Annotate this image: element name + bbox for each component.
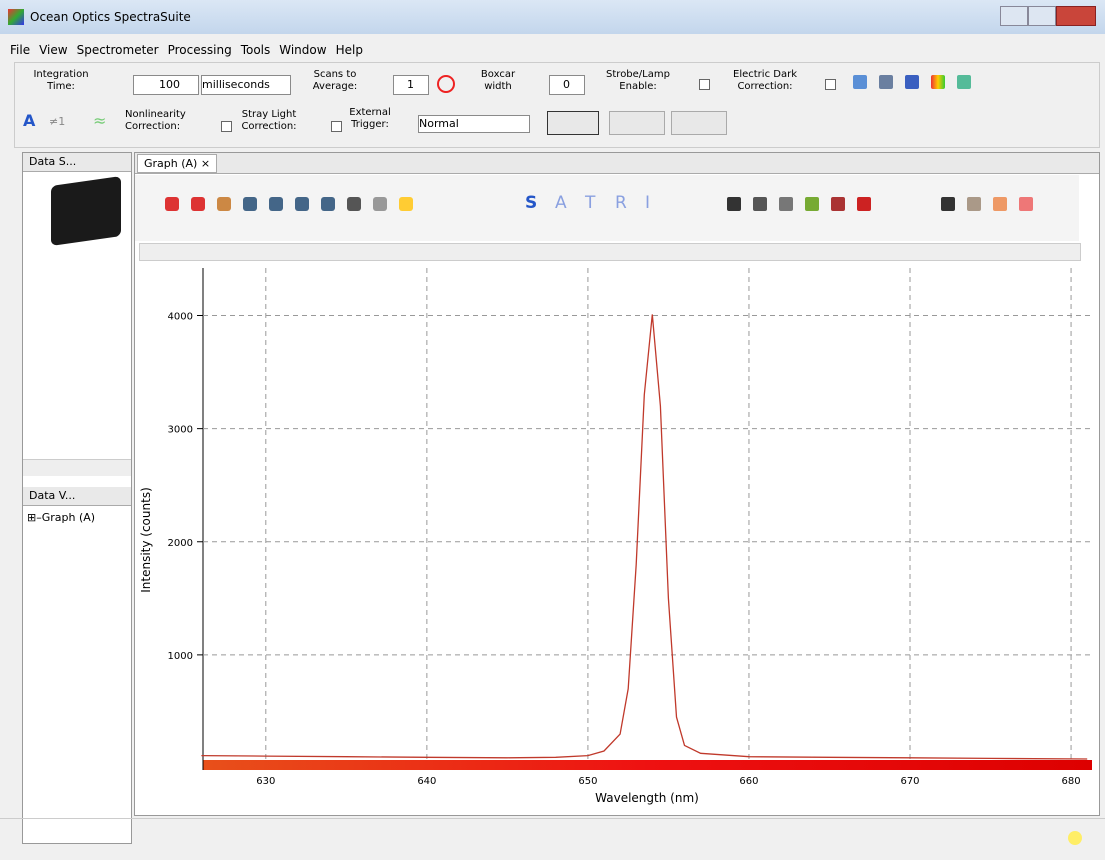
y-axis-label: Intensity (counts) (139, 487, 153, 593)
x-tick-label: 650 (578, 776, 597, 787)
app-window: Ocean Optics SpectraSuite FileViewSpectr… (0, 0, 1105, 859)
status-bar (0, 818, 1105, 860)
color-strip (203, 760, 1092, 770)
lamp-indicator (1068, 831, 1082, 845)
x-tick-label: 670 (900, 776, 919, 787)
y-tick-label: 2000 (168, 538, 193, 549)
y-tick-label: 1000 (168, 651, 193, 662)
x-tick-label: 630 (256, 776, 275, 787)
x-tick-label: 660 (739, 776, 758, 787)
y-tick-label: 4000 (168, 312, 193, 323)
x-tick-label: 680 (1062, 776, 1081, 787)
x-tick-label: 640 (417, 776, 436, 787)
spectrum-line (201, 314, 1087, 759)
x-axis-label: Wavelength (nm) (595, 791, 699, 805)
y-tick-label: 3000 (168, 425, 193, 436)
chart: Intensity (counts) Wavelength (nm) 1000 2… (0, 0, 1105, 859)
